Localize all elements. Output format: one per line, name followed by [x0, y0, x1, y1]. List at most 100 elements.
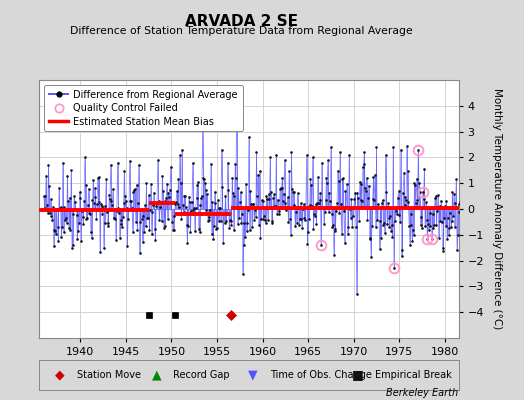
Point	[417, 214, 425, 220]
Point	[447, 218, 456, 224]
Point	[407, 222, 416, 228]
Point	[146, 206, 155, 213]
Point	[359, 161, 368, 167]
Point	[185, 198, 194, 205]
Point	[199, 175, 208, 181]
Point	[140, 228, 148, 235]
Point	[99, 205, 107, 212]
Point	[139, 213, 148, 219]
Point	[73, 236, 81, 243]
Point	[403, 168, 412, 175]
Point	[325, 190, 334, 196]
Point	[81, 154, 89, 160]
Point	[260, 212, 268, 219]
Point	[410, 179, 419, 186]
Point	[120, 167, 128, 174]
Point	[103, 222, 112, 229]
Point	[92, 215, 101, 222]
Point	[212, 226, 221, 232]
Point	[155, 217, 163, 224]
Point	[269, 195, 277, 201]
Point	[424, 220, 432, 227]
Point	[106, 196, 114, 202]
Point	[158, 172, 167, 179]
Point	[192, 194, 201, 201]
Point	[159, 188, 167, 194]
Point	[182, 204, 190, 210]
Point	[84, 186, 93, 192]
Point	[64, 198, 72, 204]
Point	[111, 216, 119, 222]
Point	[426, 223, 434, 230]
Point	[334, 168, 342, 174]
Point	[317, 242, 325, 248]
Point	[248, 201, 257, 208]
Point	[363, 217, 372, 223]
Point	[270, 191, 278, 198]
Point	[365, 234, 374, 241]
Point	[62, 220, 71, 226]
Point	[50, 226, 59, 233]
Point	[44, 162, 52, 168]
Point	[445, 225, 454, 232]
Point	[85, 210, 94, 216]
Point	[188, 199, 196, 205]
Point	[77, 238, 85, 244]
Point	[259, 216, 268, 222]
Point	[251, 207, 259, 214]
Point	[402, 197, 410, 203]
Point	[51, 228, 59, 234]
Point	[172, 199, 180, 206]
Point	[421, 223, 429, 230]
Point	[153, 199, 161, 206]
Point	[86, 210, 94, 217]
Point	[408, 238, 417, 244]
Point	[276, 186, 284, 192]
Point	[181, 193, 189, 200]
Point	[170, 213, 179, 219]
Point	[113, 159, 122, 166]
Point	[108, 202, 116, 208]
Point	[291, 222, 299, 229]
Point	[341, 188, 350, 194]
Point	[384, 200, 392, 206]
Point	[454, 232, 462, 238]
Point	[182, 222, 191, 228]
Point	[300, 214, 309, 221]
Point	[256, 234, 265, 241]
Point	[144, 214, 152, 221]
Point	[294, 205, 302, 211]
Point	[244, 207, 253, 213]
Point	[350, 205, 358, 212]
Point	[423, 236, 432, 242]
Point	[234, 185, 243, 191]
Point	[381, 152, 390, 158]
Point	[91, 185, 99, 191]
Point	[443, 236, 451, 243]
Point	[249, 201, 258, 207]
Point	[420, 166, 429, 172]
Point	[114, 204, 123, 211]
Point	[321, 209, 329, 215]
Point	[439, 244, 447, 251]
Point	[104, 220, 113, 226]
Point	[398, 247, 407, 254]
Point	[58, 223, 66, 230]
Point	[328, 210, 336, 217]
Point	[390, 217, 399, 224]
Point	[288, 186, 297, 193]
Point	[147, 231, 156, 237]
Point	[40, 193, 48, 199]
Point	[200, 176, 208, 182]
Point	[103, 208, 111, 215]
Point	[121, 193, 129, 199]
Point	[414, 146, 422, 153]
Point	[454, 201, 463, 207]
Point	[304, 228, 312, 235]
Point	[110, 214, 118, 221]
Point	[444, 215, 452, 221]
Point	[432, 193, 440, 200]
Point	[235, 214, 243, 221]
Point	[229, 190, 237, 197]
Point	[230, 227, 238, 233]
